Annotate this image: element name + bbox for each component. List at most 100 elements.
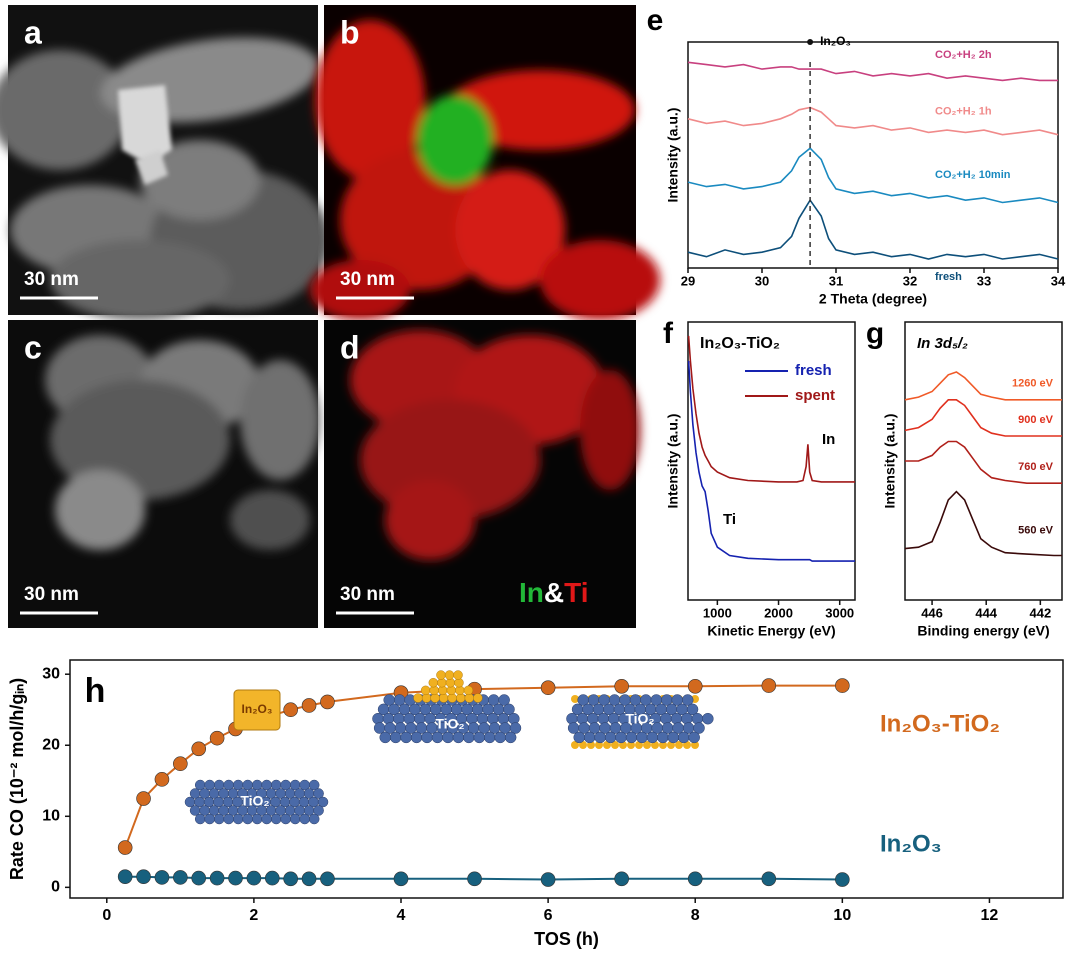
data-point — [301, 698, 317, 713]
data-point — [173, 756, 188, 772]
atom — [686, 703, 699, 716]
data-point — [835, 678, 850, 693]
data-point — [614, 678, 629, 694]
x-axis-label: TOS (h) — [534, 929, 599, 949]
atom — [242, 813, 253, 825]
atom — [194, 813, 206, 825]
panel-label: c — [24, 329, 42, 365]
data-point — [191, 741, 207, 757]
data-point — [540, 680, 556, 696]
atom — [693, 722, 705, 734]
annotation: In₂O₃ — [242, 702, 273, 716]
series-label: fresh — [795, 362, 832, 379]
data-point — [393, 871, 409, 887]
illustrations: In₂O₃ TiO₂ TiO₂ TiO₂ — [184, 670, 714, 825]
x-tick-label: 2 — [249, 907, 258, 924]
atom — [251, 813, 263, 825]
annotation: Ti — [723, 511, 736, 528]
series-line — [904, 399, 1062, 437]
atom — [421, 731, 433, 744]
atom — [659, 741, 667, 749]
data-point — [320, 871, 335, 887]
atom — [400, 731, 412, 744]
x-tick-label: 6 — [544, 907, 553, 924]
atom — [603, 741, 611, 749]
annotation-bullet — [807, 39, 814, 45]
x-tick-label: 32 — [903, 273, 917, 288]
x-tick-label: 10 — [833, 907, 851, 924]
series-label: CO₂+H₂ 1h — [935, 106, 992, 118]
chart-title: In₂O₃-TiO₂ — [700, 335, 780, 352]
data-point — [614, 871, 629, 887]
y-axis-label: Intensity (a.u.) — [882, 414, 898, 509]
atom — [428, 678, 438, 688]
atom — [688, 731, 700, 744]
chart-title: In 3d₅/₂ — [917, 335, 968, 352]
atom — [615, 731, 627, 744]
x-axis-label: 2 Theta (degree) — [819, 291, 927, 307]
panel-b — [310, 5, 660, 320]
data-point — [264, 870, 280, 886]
atom — [261, 813, 272, 825]
atom — [473, 731, 486, 744]
atom — [463, 731, 475, 744]
data-point — [228, 870, 243, 886]
series-label: spent — [795, 387, 835, 404]
atom — [453, 670, 463, 680]
atom — [681, 694, 694, 706]
atom — [509, 722, 522, 734]
atom — [573, 731, 585, 744]
atom — [636, 731, 648, 744]
x-axis-label: Kinetic Energy (eV) — [707, 623, 835, 639]
data-point — [687, 678, 703, 694]
legend-part: In — [519, 577, 544, 608]
annotation: In₂O₃ — [820, 34, 851, 48]
atom — [702, 712, 714, 725]
data-point — [246, 870, 262, 886]
annotation: TiO₂ — [625, 711, 654, 727]
series-label: 900 eV — [1018, 414, 1054, 426]
data-point — [687, 871, 703, 887]
atom — [317, 796, 329, 808]
element-legend: In&Ti — [519, 577, 589, 608]
atom — [452, 731, 465, 744]
data-point — [283, 702, 298, 718]
atom — [643, 741, 651, 749]
x-axis-label: Binding energy (eV) — [917, 623, 1049, 639]
annotation: In — [822, 431, 835, 448]
atom — [483, 731, 496, 744]
data-point — [835, 872, 850, 887]
x-tick-label: 4 — [397, 907, 406, 924]
atom — [204, 813, 215, 825]
plot-frame — [69, 659, 1064, 899]
atom — [677, 731, 690, 744]
series-line — [687, 147, 1059, 204]
atom — [657, 731, 669, 744]
legend-part: & — [544, 577, 564, 608]
x-tick-label: 2000 — [764, 605, 793, 620]
series-label: fresh — [935, 271, 962, 283]
scale-bar-label: 30 nm — [24, 269, 79, 290]
atom — [675, 741, 683, 749]
atom — [583, 731, 596, 744]
data-point — [320, 694, 335, 710]
data-point — [761, 871, 777, 887]
x-tick-label: 442 — [1029, 605, 1051, 620]
panel-label: d — [340, 329, 360, 365]
x-tick-label: 0 — [102, 907, 111, 924]
atom — [436, 670, 446, 680]
atom — [611, 741, 619, 749]
atom — [313, 805, 324, 816]
x-tick-label: 34 — [1051, 273, 1066, 288]
legend-part: Ti — [564, 577, 588, 608]
x-tick-label: 444 — [975, 605, 997, 620]
x-tick-label: 29 — [681, 273, 695, 288]
atom — [313, 788, 324, 799]
series-line — [904, 490, 1062, 557]
x-tick-label: 33 — [977, 273, 991, 288]
panel-a — [0, 5, 330, 320]
atom — [213, 813, 225, 825]
atom — [373, 722, 386, 734]
atom — [413, 693, 423, 703]
data-point — [173, 870, 188, 885]
